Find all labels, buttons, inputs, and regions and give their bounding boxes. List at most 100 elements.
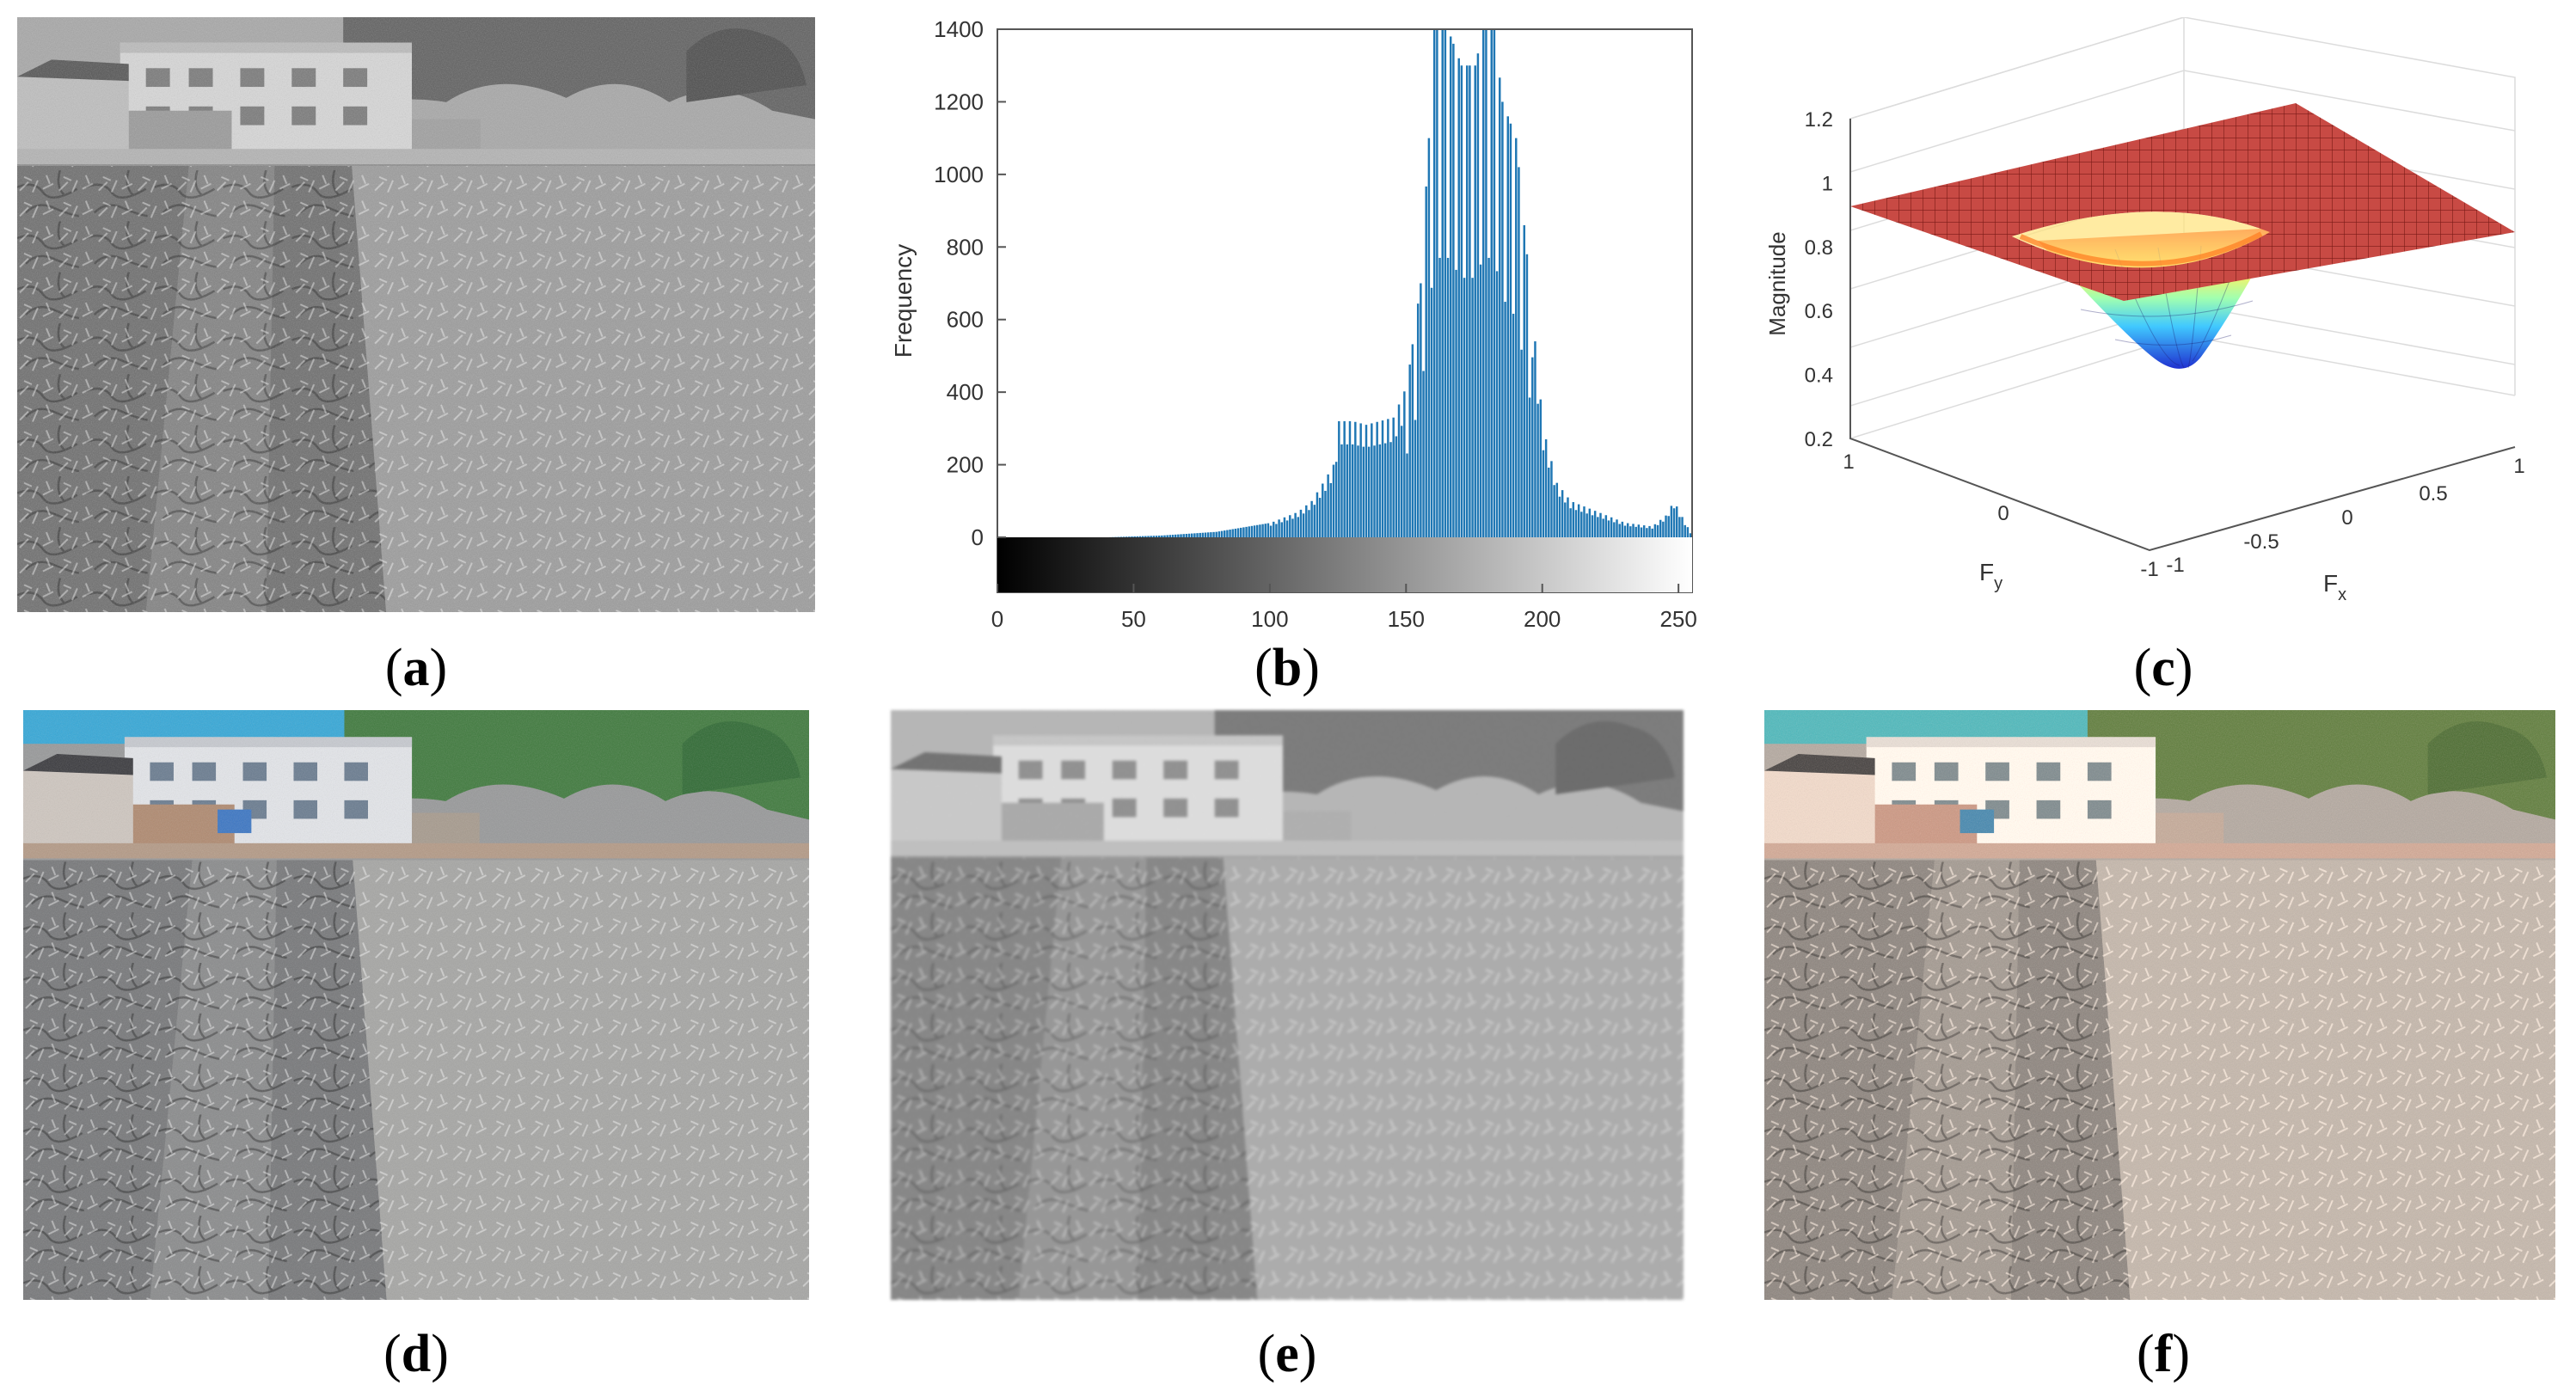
- histogram-bar: [1119, 536, 1123, 537]
- x-tick-label: 200: [1524, 606, 1561, 632]
- histogram-bar: [1416, 303, 1420, 537]
- histogram-bar: [1555, 482, 1559, 537]
- fy-tick-label: -1: [2140, 558, 2158, 581]
- histogram-bar: [1623, 525, 1627, 537]
- histogram-bar: [1613, 522, 1616, 537]
- histogram-bar: [1343, 420, 1346, 537]
- histogram-bar: [1359, 423, 1362, 537]
- histogram-bar: [1234, 528, 1237, 537]
- histogram-bar: [1455, 269, 1457, 537]
- histogram-bar: [1338, 420, 1340, 537]
- histogram-bar: [1155, 536, 1158, 537]
- histogram-bar: [1432, 29, 1436, 537]
- histogram-bar: [1642, 525, 1646, 537]
- histogram-bar: [1493, 29, 1496, 537]
- fy-tick-label: 0: [1997, 502, 2009, 525]
- histogram-bar: [1177, 534, 1180, 537]
- histogram-bar: [1476, 53, 1480, 537]
- histogram-bar: [1378, 444, 1382, 537]
- histogram-bar: [1607, 520, 1610, 537]
- panel-b: 0 200 400 600 800 1000 1200 1400 0 50 100 150 200 25…: [877, 16, 1702, 636]
- histogram-bar: [1217, 531, 1221, 537]
- fx-tick-label: 0: [2341, 506, 2352, 530]
- histogram-bar: [1278, 519, 1280, 537]
- histogram-bar: [1136, 536, 1139, 537]
- histogram-bar: [1441, 29, 1444, 537]
- x-tick-label: 0: [991, 606, 1003, 632]
- caption-a: (a): [384, 639, 448, 697]
- histogram-bar: [1512, 313, 1515, 537]
- magnitude-axis-label: Magnitude: [1764, 231, 1790, 335]
- histogram-bar: [1518, 167, 1520, 537]
- caption-b: (b): [1254, 639, 1320, 697]
- histogram-bar: [1689, 533, 1692, 537]
- histogram-bar: [1474, 65, 1476, 537]
- histogram-bar: [1283, 517, 1286, 537]
- histogram-bar: [1591, 515, 1594, 537]
- histogram-bar: [1256, 524, 1259, 537]
- caption-d: (d): [383, 1325, 449, 1383]
- histogram-bar: [1485, 29, 1487, 537]
- histogram-bar: [1383, 443, 1387, 537]
- histogram-bar: [1128, 536, 1131, 537]
- histogram-bar: [1371, 423, 1373, 537]
- histogram-bar: [1147, 536, 1150, 537]
- x-tick-label: 50: [1121, 606, 1146, 632]
- histogram-bar: [1659, 519, 1662, 537]
- panel-d: [23, 710, 809, 1300]
- histogram-bar: [1185, 533, 1188, 537]
- histogram-bar: [1469, 65, 1471, 537]
- histogram-bar: [1166, 535, 1168, 537]
- histogram-ylabel: Frequency: [890, 244, 917, 358]
- histogram-bar: [1515, 138, 1518, 537]
- histogram-bar: [1621, 521, 1624, 537]
- histogram-bar: [1678, 517, 1681, 537]
- histogram-bar: [1632, 524, 1635, 537]
- histogram-bar: [1267, 523, 1270, 537]
- histogram-bar: [1346, 444, 1349, 537]
- histogram-bar: [1250, 525, 1254, 537]
- histogram-bar: [1182, 534, 1185, 537]
- histogram-bar: [1152, 536, 1156, 537]
- histogram-bar: [1387, 419, 1389, 537]
- z-tick-label: 0.8: [1805, 236, 1833, 260]
- histogram-bar: [1411, 344, 1414, 537]
- histogram-bar: [1392, 417, 1395, 537]
- histogram-bar: [1199, 532, 1201, 537]
- histogram-bar: [1656, 524, 1659, 537]
- histogram-bar: [1593, 511, 1597, 537]
- histogram-bar: [1273, 521, 1275, 537]
- histogram-bar: [1297, 517, 1300, 537]
- histogram-bar: [1583, 506, 1585, 537]
- histogram-bar: [1245, 526, 1248, 537]
- histogram-bar: [1548, 467, 1550, 537]
- x-tick-label: 150: [1388, 606, 1425, 632]
- histogram-bar: [1357, 445, 1359, 537]
- histogram-bar: [1400, 426, 1403, 537]
- field-image-enhanced: [1764, 710, 2555, 1300]
- histogram-bar: [1242, 527, 1245, 537]
- histogram-bar: [1322, 483, 1324, 537]
- histogram-bar: [1150, 536, 1152, 537]
- histogram-bar: [1365, 425, 1368, 537]
- histogram-bar: [1542, 450, 1545, 537]
- histogram-bar: [1144, 536, 1147, 537]
- histogram-bar: [1550, 461, 1553, 537]
- histogram-bar: [1406, 453, 1408, 537]
- histogram-bar: [1430, 287, 1433, 537]
- histogram-bar: [1201, 532, 1205, 537]
- histogram-bar: [1665, 515, 1667, 537]
- histogram-bar: [1588, 508, 1592, 537]
- panel-e: [891, 710, 1684, 1300]
- histogram-bar: [1599, 512, 1602, 537]
- fx-tick-label: 0.5: [2419, 482, 2447, 505]
- histogram-bar: [1248, 526, 1250, 537]
- histogram-bar: [1425, 186, 1427, 537]
- y-tick-label: 1000: [934, 162, 984, 187]
- histogram-bar: [1381, 420, 1384, 537]
- y-tick-label: 0: [972, 524, 984, 550]
- histogram-bar: [1553, 485, 1555, 537]
- histogram-bar: [1332, 464, 1335, 537]
- fx-axis-label: Fx: [2323, 570, 2346, 604]
- histogram-bar: [1544, 439, 1548, 537]
